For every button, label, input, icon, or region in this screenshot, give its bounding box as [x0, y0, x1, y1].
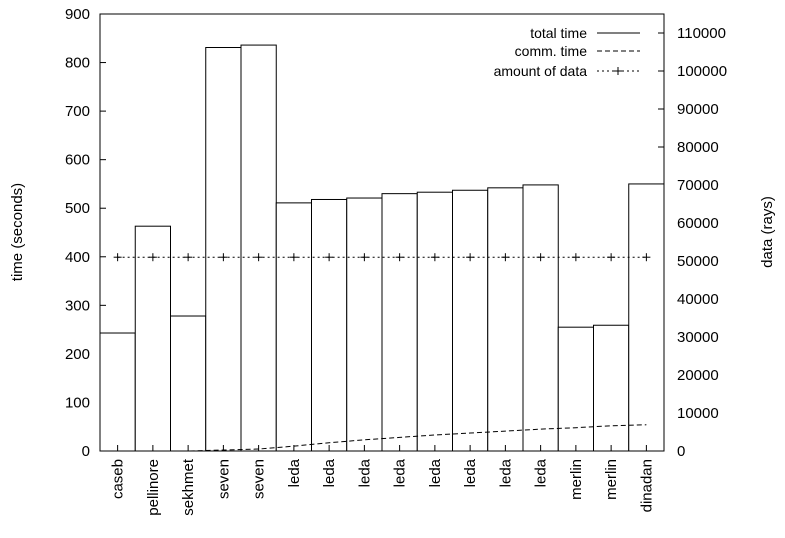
data-point-amount-of-data	[148, 253, 157, 262]
y-axis-label: time (seconds)	[9, 183, 26, 281]
x-tick-label: sekhmet	[180, 458, 197, 516]
bar	[593, 324, 630, 452]
y-tick-label: 700	[65, 103, 90, 120]
y-tick-label: 900	[65, 6, 90, 23]
y-tick-label: 500	[65, 200, 90, 217]
legend: total time comm. time amount of data	[494, 25, 640, 79]
plot-frame	[99, 13, 665, 452]
data-point-amount-of-data	[219, 253, 228, 262]
y2-tick-label: 30000	[677, 329, 719, 346]
y2-tick-label: 10000	[677, 405, 719, 422]
data-point-amount-of-data	[184, 253, 193, 262]
y-tick-label: 400	[65, 249, 90, 266]
y2-tick-label: 70000	[677, 177, 719, 194]
bar	[311, 198, 348, 452]
bar	[416, 191, 453, 452]
data-point-amount-of-data	[607, 253, 616, 262]
legend-label-comm-time: comm. time	[515, 43, 588, 59]
y2-tick-label: 20000	[677, 367, 719, 384]
x-tick-label: leda	[427, 458, 444, 487]
bar	[381, 193, 418, 452]
x-tick-label: leda	[356, 458, 373, 487]
y-tick-label: 800	[65, 55, 90, 72]
x-tick-label: leda	[462, 458, 479, 487]
bars	[99, 44, 665, 452]
bar	[628, 183, 665, 452]
x-tick-label: seven	[251, 459, 268, 499]
y-tick-label: 200	[65, 346, 90, 363]
bar	[452, 189, 489, 452]
y2-tick-label: 60000	[677, 215, 719, 232]
data-point-amount-of-data	[325, 253, 334, 262]
bar	[205, 47, 242, 452]
x-tick-label: leda	[286, 458, 303, 487]
x-tick-label: dinadan	[638, 459, 655, 512]
x-tick-label: caseb	[110, 459, 127, 499]
legend-label-total-time: total time	[530, 25, 587, 41]
y-tick-label: 300	[65, 297, 90, 314]
x-tick-label: merlin	[568, 459, 585, 500]
bar	[240, 44, 277, 452]
data-point-amount-of-data	[430, 253, 439, 262]
data-point-amount-of-data	[254, 253, 263, 262]
y2-axis-ticks: 0 10000 20000 30000 40000 50000 60000 70000 8000…	[658, 25, 727, 460]
y-tick-label: 600	[65, 152, 90, 169]
data-point-amount-of-data	[501, 253, 510, 262]
x-tick-label: merlin	[603, 459, 620, 500]
y2-tick-label: 50000	[677, 253, 719, 270]
y-tick-label: 100	[65, 394, 90, 411]
data-point-amount-of-data	[395, 253, 404, 262]
y2-tick-label: 100000	[677, 63, 727, 80]
bar	[487, 187, 524, 452]
y2-tick-label: 110000	[677, 25, 726, 42]
bar	[275, 202, 312, 452]
bar	[170, 315, 207, 452]
bar	[557, 326, 594, 452]
y2-tick-label: 40000	[677, 291, 719, 308]
y2-tick-label: 80000	[677, 139, 719, 156]
data-point-amount-of-data	[360, 253, 369, 262]
bar	[522, 184, 559, 452]
x-tick-label: pellinore	[145, 459, 162, 516]
data-point-amount-of-data	[642, 253, 651, 262]
x-tick-label: seven	[215, 459, 232, 499]
data-point-amount-of-data	[536, 253, 545, 262]
y2-axis-label: data (rays)	[759, 196, 776, 268]
bar	[99, 332, 136, 452]
y2-tick-label: 90000	[677, 101, 719, 118]
x-tick-label: leda	[497, 458, 514, 487]
x-axis-ticks: caseb pellinore sekhmet seven seven leda leda l…	[110, 445, 655, 516]
x-tick-label: leda	[533, 458, 550, 487]
legend-label-amount-of-data: amount of data	[494, 63, 588, 79]
bar	[346, 197, 383, 452]
x-tick-label: leda	[321, 458, 338, 487]
y2-tick-label: 0	[677, 443, 685, 460]
data-point-amount-of-data	[289, 253, 298, 262]
data-point-amount-of-data	[113, 253, 122, 262]
x-tick-label: leda	[392, 458, 409, 487]
legend-swatch-amount-of-data	[597, 67, 640, 75]
data-point-amount-of-data	[571, 253, 580, 262]
data-point-amount-of-data	[466, 253, 475, 262]
y-tick-label: 0	[82, 443, 90, 460]
